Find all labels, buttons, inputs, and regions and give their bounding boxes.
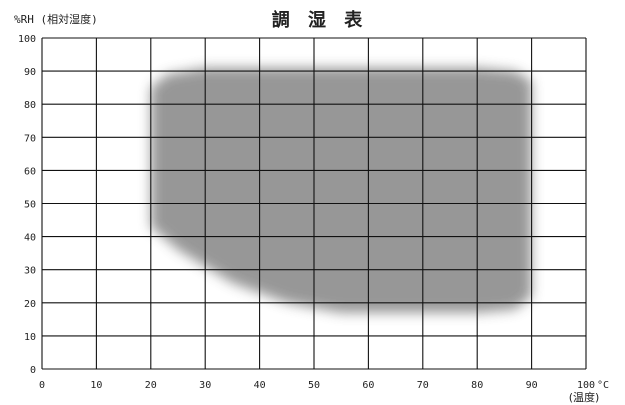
y-tick-label: 100 xyxy=(18,34,36,45)
x-tick-layer: 0 10 20 30 40 50 60 70 80 90 100 xyxy=(39,380,595,391)
y-tick-label: 0 xyxy=(30,365,36,376)
x-axis-label: (温度) xyxy=(569,390,600,404)
x-tick-label: 10 xyxy=(90,380,102,391)
x-tick-label: 0 xyxy=(39,380,45,391)
y-tick-label: 40 xyxy=(24,233,36,244)
y-tick-layer: 0 10 20 30 40 50 60 70 80 90 100 xyxy=(18,34,36,376)
x-tick-label: 40 xyxy=(254,380,266,391)
x-tick-label: 90 xyxy=(526,380,538,391)
y-tick-label: 10 xyxy=(24,332,36,343)
x-tick-label: 70 xyxy=(417,380,429,391)
x-tick-label: 20 xyxy=(145,380,157,391)
x-tick-label: 80 xyxy=(471,380,483,391)
chart-title: 調 湿 表 xyxy=(272,9,369,31)
comfort-region-layer xyxy=(150,67,532,313)
y-tick-label: 20 xyxy=(24,299,36,310)
y-tick-label: 30 xyxy=(24,266,36,277)
y-tick-label: 80 xyxy=(24,100,36,111)
x-tick-label: 100 xyxy=(577,380,595,391)
x-tick-label: 60 xyxy=(362,380,374,391)
y-tick-label: 60 xyxy=(24,166,36,177)
y-axis-label: %RH (相対湿度) xyxy=(14,12,98,26)
shaded-region xyxy=(150,67,532,313)
x-tick-label: 30 xyxy=(199,380,211,391)
y-tick-label: 70 xyxy=(24,133,36,144)
y-tick-label: 90 xyxy=(24,67,36,78)
x-axis-unit: °C xyxy=(597,380,609,391)
y-tick-label: 50 xyxy=(24,200,36,211)
grid-layer xyxy=(41,37,587,370)
x-tick-label: 50 xyxy=(308,380,320,391)
